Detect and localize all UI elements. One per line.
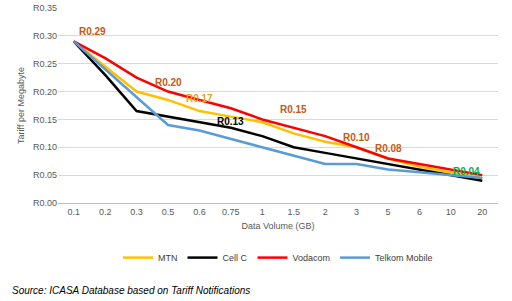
svg-text:R0.15: R0.15 [280, 104, 307, 115]
svg-text:R0.08: R0.08 [375, 143, 402, 154]
svg-text:R0.10: R0.10 [33, 142, 57, 152]
svg-text:0.6: 0.6 [193, 207, 206, 217]
svg-text:R0.25: R0.25 [33, 59, 57, 69]
svg-text:R0.29: R0.29 [79, 26, 106, 37]
svg-text:Data Volume (GB): Data Volume (GB) [241, 221, 314, 231]
svg-text:R0.15: R0.15 [33, 115, 57, 125]
svg-text:R0.13: R0.13 [217, 116, 244, 127]
svg-text:MTN: MTN [158, 253, 178, 263]
svg-text:Vodacom: Vodacom [293, 253, 331, 263]
svg-text:R0.20: R0.20 [155, 77, 182, 88]
svg-text:0.5: 0.5 [162, 207, 175, 217]
svg-text:R0.10: R0.10 [343, 132, 370, 143]
svg-text:1: 1 [260, 207, 265, 217]
svg-text:Tariff per Megabyte: Tariff per Megabyte [16, 67, 26, 144]
svg-text:20: 20 [477, 207, 487, 217]
svg-text:3: 3 [354, 207, 359, 217]
svg-text:Cell C: Cell C [223, 253, 248, 263]
svg-text:R0.17: R0.17 [186, 93, 213, 104]
svg-text:R0.05: R0.05 [33, 170, 57, 180]
svg-text:R0.30: R0.30 [33, 31, 57, 41]
svg-text:R0.04: R0.04 [453, 166, 480, 177]
svg-text:Source: ICASA Database based o: Source: ICASA Database based on Tariff N… [12, 285, 250, 296]
svg-text:0.3: 0.3 [130, 207, 143, 217]
svg-text:R0.20: R0.20 [33, 87, 57, 97]
svg-text:Telkom Mobile: Telkom Mobile [375, 253, 433, 263]
svg-text:5: 5 [385, 207, 390, 217]
svg-text:0.75: 0.75 [222, 207, 240, 217]
svg-text:R0.00: R0.00 [33, 198, 57, 208]
svg-text:2: 2 [323, 207, 328, 217]
svg-text:6: 6 [417, 207, 422, 217]
svg-text:1.5: 1.5 [287, 207, 300, 217]
svg-text:0.2: 0.2 [99, 207, 112, 217]
svg-text:10: 10 [446, 207, 456, 217]
svg-text:0.1: 0.1 [67, 207, 80, 217]
svg-text:R0.35: R0.35 [33, 3, 57, 13]
